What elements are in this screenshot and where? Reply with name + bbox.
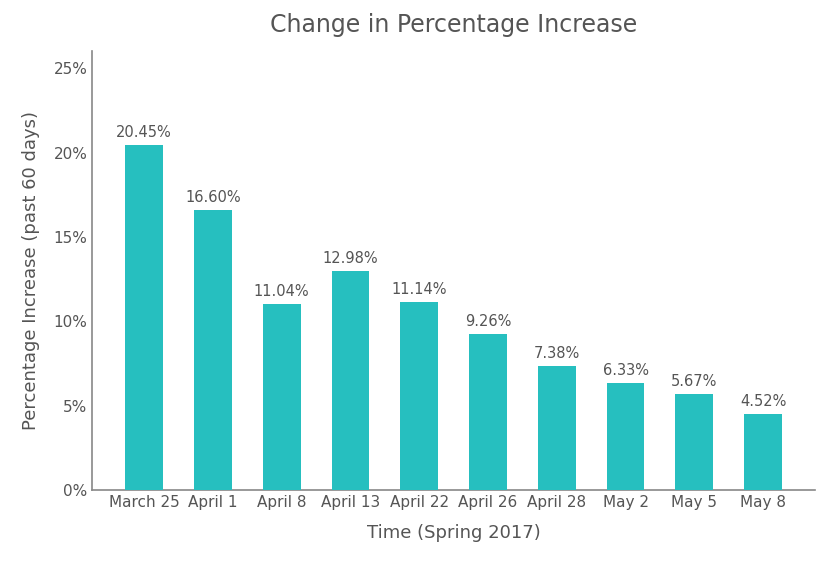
Bar	[469, 334, 507, 490]
Bar	[194, 210, 232, 490]
Text: 11.04%: 11.04%	[254, 284, 309, 299]
Text: 7.38%: 7.38%	[533, 345, 580, 361]
Bar	[675, 394, 713, 490]
Title: Change in Percentage Increase: Change in Percentage Increase	[270, 13, 638, 37]
Text: 11.14%: 11.14%	[391, 282, 447, 297]
Bar	[332, 271, 370, 490]
Bar	[606, 384, 644, 490]
Bar	[401, 302, 438, 490]
Text: 20.45%: 20.45%	[116, 125, 172, 140]
Bar	[538, 365, 575, 490]
Bar	[125, 145, 163, 490]
Bar	[263, 304, 301, 490]
Y-axis label: Percentage Increase (past 60 days): Percentage Increase (past 60 days)	[22, 111, 39, 430]
Text: 4.52%: 4.52%	[740, 394, 786, 409]
Text: 16.60%: 16.60%	[185, 190, 241, 205]
Bar	[744, 414, 782, 490]
Text: 9.26%: 9.26%	[465, 314, 512, 329]
Text: 12.98%: 12.98%	[323, 251, 378, 266]
X-axis label: Time (Spring 2017): Time (Spring 2017)	[367, 524, 540, 542]
Text: 5.67%: 5.67%	[671, 374, 717, 389]
Text: 6.33%: 6.33%	[602, 363, 648, 378]
